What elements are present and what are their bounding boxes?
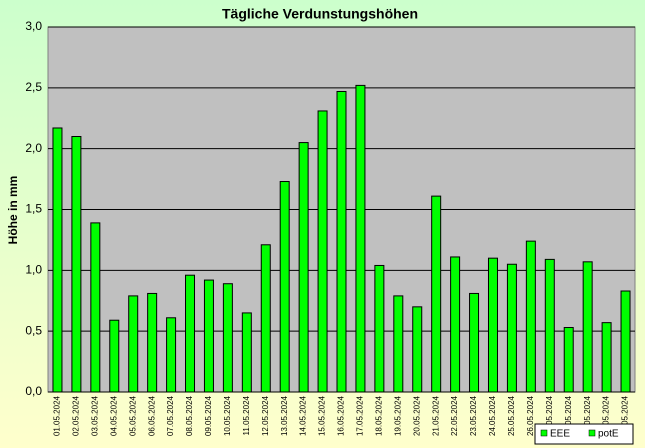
chart-title: Tägliche Verdunstungshöhen (222, 6, 418, 22)
bar (260, 244, 271, 393)
bar (298, 142, 309, 393)
bar (469, 292, 480, 393)
x-tick-label: 16.05.2024 (337, 395, 346, 436)
bar (620, 290, 631, 393)
bar (166, 317, 177, 393)
x-tick-label: 12.05.2024 (261, 395, 270, 436)
x-tick-label: 31.05.2024 (621, 395, 630, 436)
y-axis-label: Höhe in mm (6, 176, 20, 245)
legend-label: potE (598, 429, 619, 440)
bar (52, 127, 63, 393)
x-tick-label: 09.05.2024 (204, 395, 213, 436)
bar (279, 181, 290, 393)
bar (450, 256, 461, 393)
y-tick-label: 2,0 (25, 141, 42, 155)
x-tick-label: 24.05.2024 (488, 395, 497, 436)
bar (71, 136, 82, 393)
legend-swatch (588, 429, 596, 437)
bar (487, 257, 498, 393)
x-tick-label: 23.05.2024 (469, 395, 478, 436)
y-tick-label: 1,5 (25, 202, 42, 216)
x-tick-label: 30.05.2024 (602, 395, 611, 436)
x-tick-label: 28.05.2024 (564, 395, 573, 436)
x-tick-label: 03.05.2024 (90, 395, 99, 436)
bar (128, 295, 139, 393)
bar (317, 110, 328, 393)
x-tick-label: 07.05.2024 (166, 395, 175, 436)
bar (563, 327, 574, 393)
bar (241, 312, 252, 393)
x-tick-label: 18.05.2024 (374, 395, 383, 436)
x-tick-label: 06.05.2024 (147, 395, 156, 436)
x-tick-label: 14.05.2024 (299, 395, 308, 436)
legend-box (534, 423, 634, 445)
x-tick-label: 27.05.2024 (545, 395, 554, 436)
x-tick-label: 02.05.2024 (72, 395, 81, 436)
x-tick-label: 26.05.2024 (526, 395, 535, 436)
bar (506, 263, 517, 393)
x-tick-label: 05.05.2024 (128, 395, 137, 436)
bar (601, 322, 612, 393)
x-tick-label: 22.05.2024 (450, 395, 459, 436)
y-tick-label: 1,0 (25, 263, 42, 277)
bar (582, 261, 593, 393)
bar (185, 274, 196, 393)
bar (544, 258, 555, 393)
x-tick-label: 01.05.2024 (53, 395, 62, 436)
x-tick-label: 13.05.2024 (280, 395, 289, 436)
x-tick-label: 08.05.2024 (185, 395, 194, 436)
bar (222, 283, 233, 393)
bar (525, 240, 536, 393)
bar (355, 84, 366, 393)
bar (147, 292, 158, 393)
y-tick-label: 2,5 (25, 80, 42, 94)
bar (203, 279, 214, 393)
y-tick-label: 0,5 (25, 323, 42, 337)
x-tick-label: 25.05.2024 (507, 395, 516, 436)
bar (374, 264, 385, 393)
y-tick-label: 0,0 (25, 384, 42, 398)
x-tick-label: 15.05.2024 (318, 395, 327, 436)
x-tick-label: 11.05.2024 (242, 395, 251, 435)
bar (412, 306, 423, 393)
bar (393, 295, 404, 393)
x-tick-label: 21.05.2024 (431, 395, 440, 436)
bar (90, 222, 101, 393)
x-tick-label: 04.05.2024 (109, 395, 118, 436)
bar (336, 90, 347, 393)
x-tick-label: 17.05.2024 (356, 395, 365, 436)
legend-label: EEE (550, 429, 570, 440)
legend-swatch (540, 429, 548, 437)
bar (109, 319, 120, 393)
y-tick-label: 3,0 (25, 19, 42, 33)
x-tick-label: 29.05.2024 (583, 395, 592, 436)
x-tick-label: 20.05.2024 (412, 395, 421, 436)
x-tick-label: 10.05.2024 (223, 395, 232, 436)
bar (431, 195, 442, 393)
x-tick-label: 19.05.2024 (393, 395, 402, 436)
